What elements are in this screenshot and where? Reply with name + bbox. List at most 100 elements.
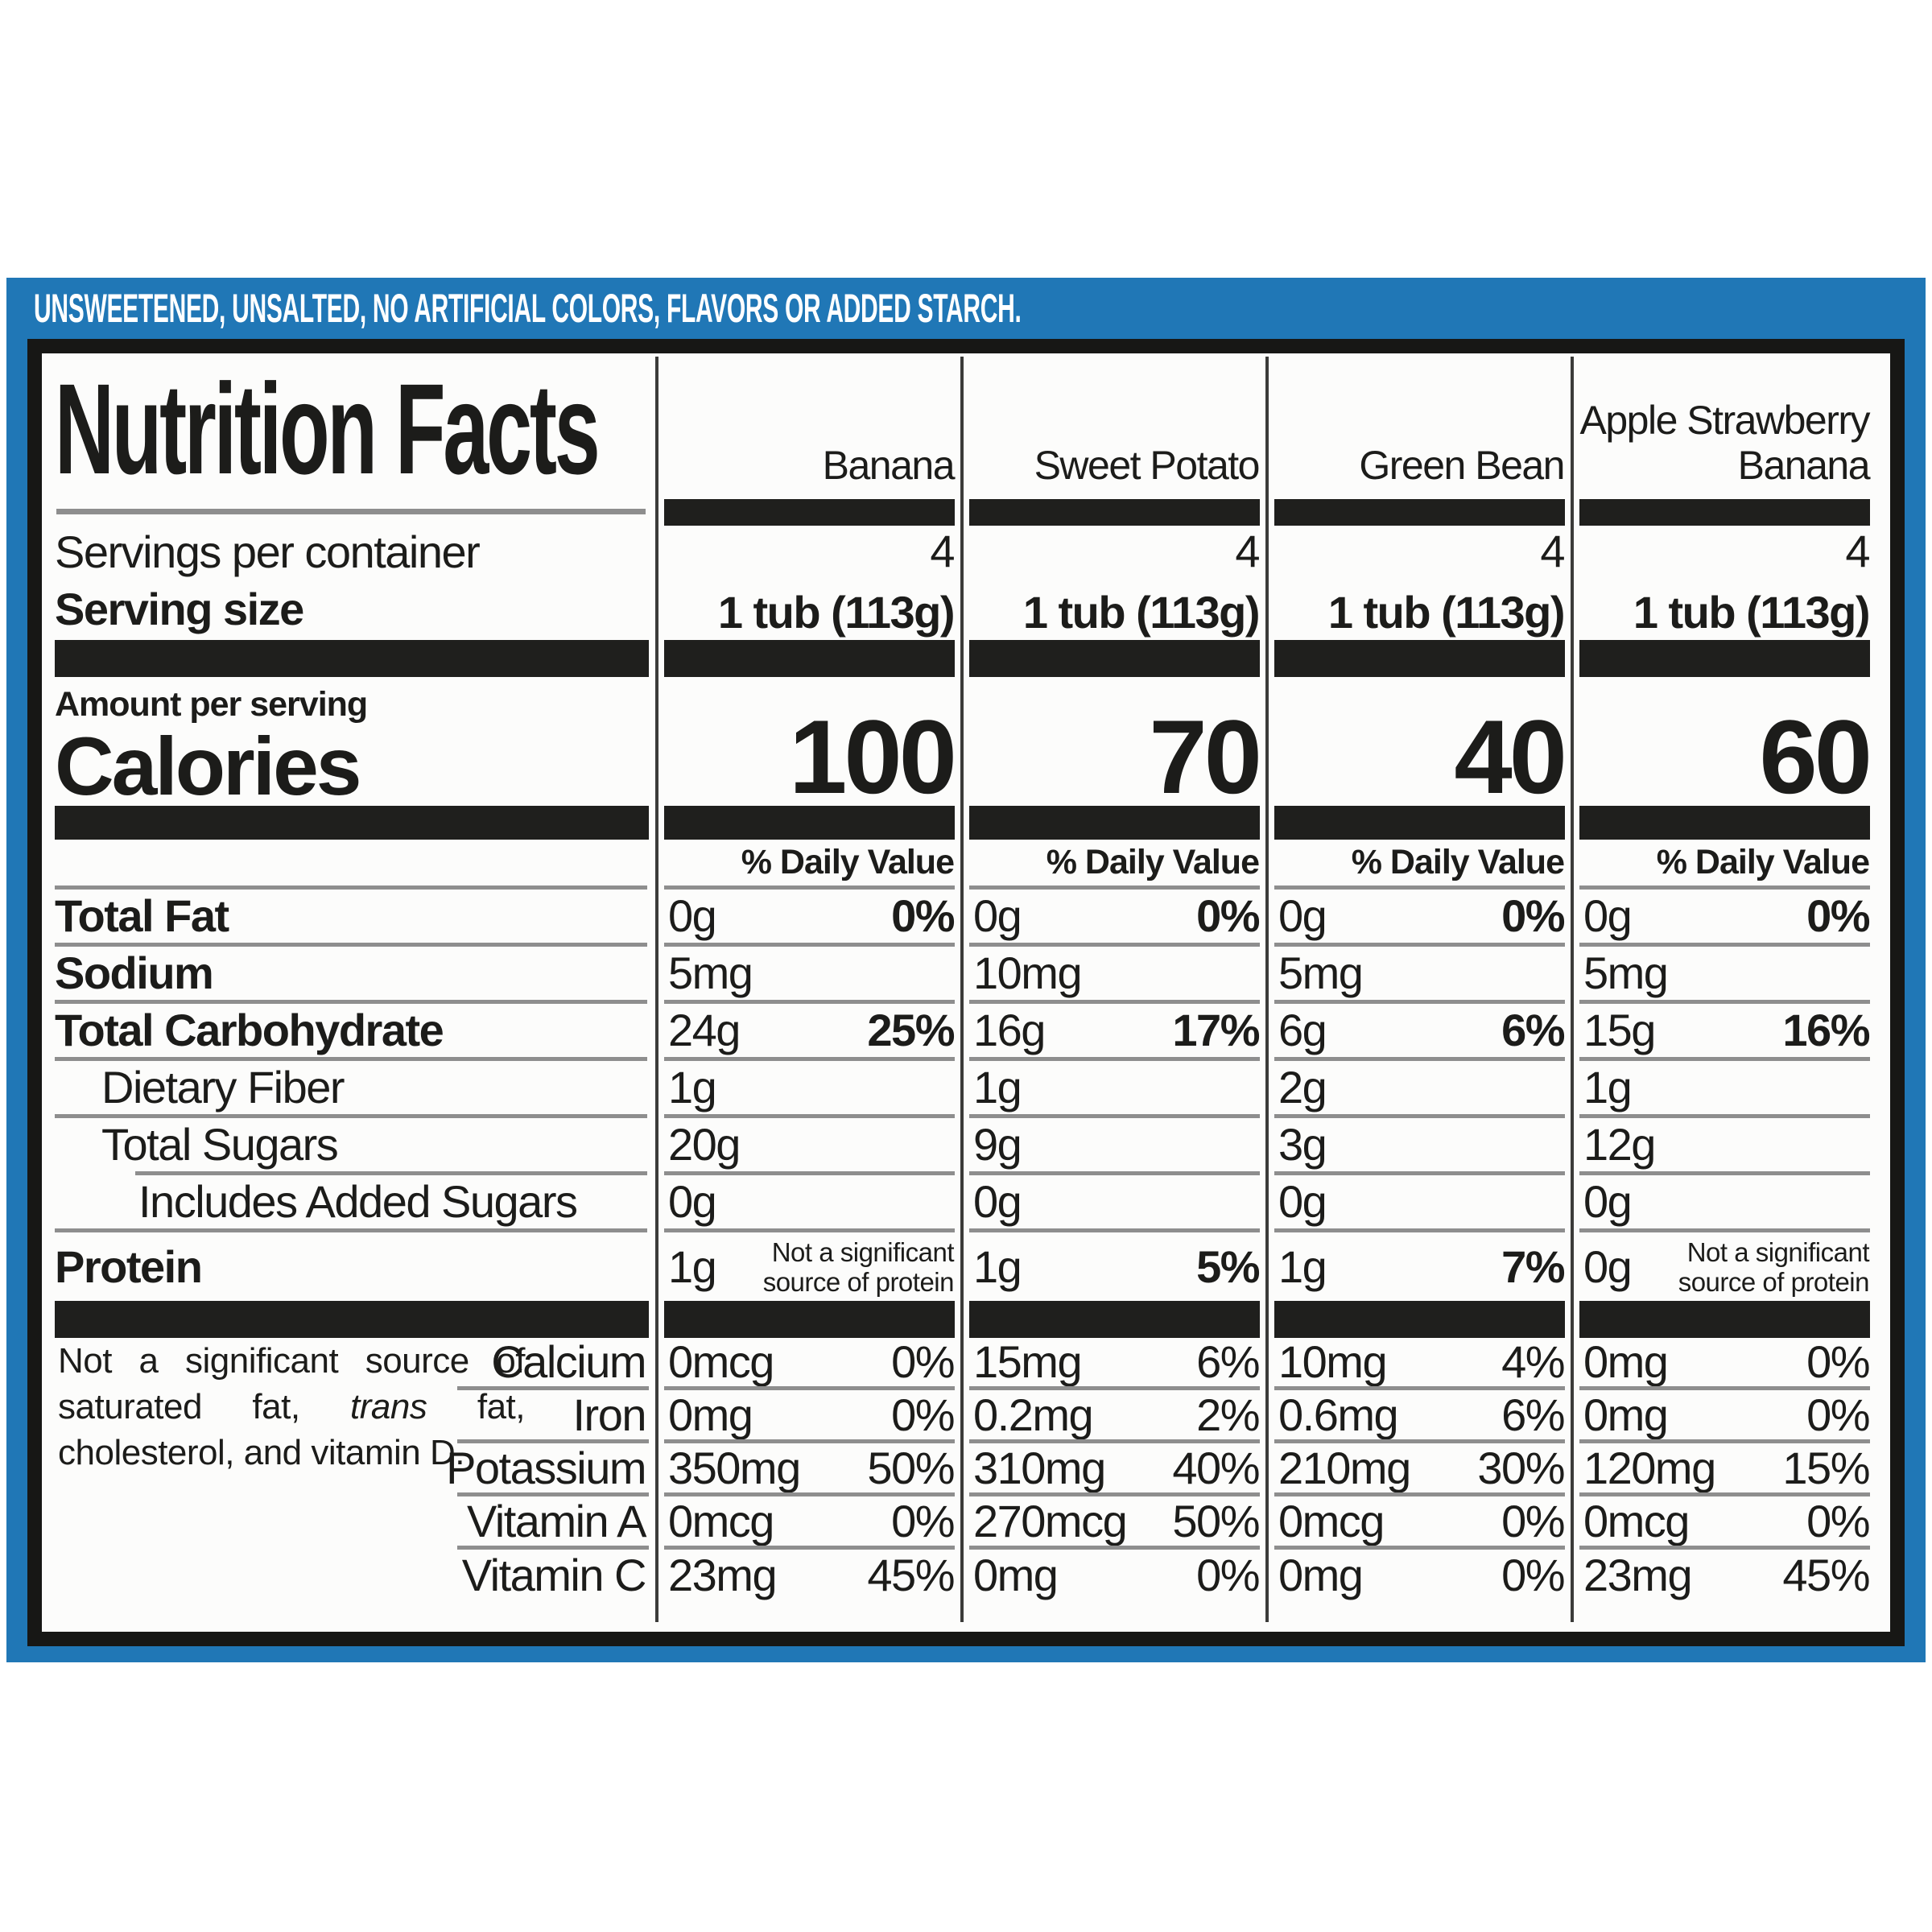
nutrient-label-includes-added-sugars: Includes Added Sugars — [138, 1176, 578, 1227]
daily-value: 7% — [1501, 1241, 1565, 1292]
daily-value: 30% — [1477, 1442, 1565, 1493]
nutrient-divider-4-label-line — [55, 1170, 657, 1176]
calories-value-banana: 100 — [789, 697, 957, 815]
nutrient-divider-1-line-banana — [657, 999, 962, 1005]
nutrient-label-sodium: Sodium — [55, 947, 214, 998]
hairline — [664, 1114, 955, 1118]
mineral-value-calcium-sweet-potato: 15mg 6% — [962, 1338, 1267, 1385]
hairline — [55, 1114, 647, 1118]
daily-value: 0% — [1196, 890, 1260, 941]
daily-value: 0% — [1806, 1389, 1870, 1440]
column-header-green-bean: Green Bean — [1267, 365, 1572, 526]
daily-value: 45% — [1782, 1550, 1870, 1600]
mineral-divider-3-line-green-bean — [1267, 1545, 1572, 1550]
hairline — [1274, 1439, 1565, 1443]
black-bar — [1579, 806, 1870, 840]
nutrient-value-protein-apple-strawberry-banana: 0g Not a significant source of protein — [1572, 1233, 1877, 1301]
nutrient-divider-4-line-sweet-potato — [962, 1170, 1267, 1176]
hairline — [55, 1228, 647, 1232]
mineral-row-iron: Iron 0mg 0% 0.2mg 2% 0.6mg 6% 0mg 0% — [55, 1391, 1877, 1439]
daily-value: 0% — [1501, 1495, 1565, 1546]
separator-2-bar-green-bean — [1267, 806, 1572, 840]
mineral-value-potassium-banana: 350mg 50% — [657, 1444, 962, 1492]
amount: 0mg — [1583, 1389, 1669, 1440]
nutrient-row-includes-added-sugars: Includes Added Sugars 0g 0g 0g 0g — [55, 1176, 1877, 1228]
hairline — [1274, 1492, 1565, 1496]
daily-value: 0% — [1501, 890, 1565, 941]
black-bar — [1274, 806, 1565, 840]
black-bar — [969, 1301, 1260, 1338]
amount: 0g — [1583, 1176, 1633, 1227]
separator-2-label-bar — [55, 806, 657, 840]
amount: 1g — [668, 1062, 717, 1113]
nutrient-value-total-fat-green-bean: 0g 0% — [1267, 890, 1572, 942]
hairline — [664, 1171, 955, 1175]
amount: 1g — [668, 1241, 717, 1292]
amount: 0g — [1278, 1176, 1327, 1227]
mineral-divider-0-line-banana — [657, 1385, 962, 1391]
dv-underline-line-banana — [657, 885, 962, 890]
mineral-divider-1-label-line — [55, 1439, 657, 1444]
hairline — [1579, 1386, 1870, 1390]
hairline — [664, 1439, 955, 1443]
nutrient-value-total-fat-sweet-potato: 0g 0% — [962, 890, 1267, 942]
daily-value: 16% — [1782, 1005, 1870, 1055]
hairline — [457, 1546, 649, 1550]
nutrient-label-total-sugars: Total Sugars — [101, 1119, 339, 1170]
mineral-divider-2-line-apple-strawberry-banana — [1572, 1492, 1877, 1497]
daily-value: 2% — [1196, 1389, 1260, 1440]
daily-value: 40% — [1172, 1442, 1260, 1493]
hairline — [1579, 1492, 1870, 1496]
nutrient-divider-0-line-green-bean — [1267, 942, 1572, 947]
nutrient-row-protein: Protein 1g Not a significant source of pro… — [55, 1233, 1877, 1301]
mineral-divider-3-line-sweet-potato — [962, 1545, 1267, 1550]
hairline — [664, 1386, 955, 1390]
footnote: Not a significant source of saturated fa… — [58, 1338, 526, 1476]
mineral-value-potassium-apple-strawberry-banana: 120mg 15% — [1572, 1444, 1877, 1492]
nutrient-value-includes-added-sugars-sweet-potato: 0g — [962, 1176, 1267, 1228]
amount: 0g — [1278, 890, 1327, 941]
nutrient-value-dietary-fiber-green-bean: 2g — [1267, 1062, 1572, 1113]
protein-note: Not a significant source of protein — [762, 1237, 955, 1297]
mineral-divider-0-line-sweet-potato — [962, 1385, 1267, 1391]
black-bar — [664, 640, 955, 677]
hairline — [1579, 1000, 1870, 1004]
daily-value: 6% — [1501, 1389, 1565, 1440]
nutrient-value-includes-added-sugars-green-bean: 0g — [1267, 1176, 1572, 1228]
amount: 0g — [1583, 1241, 1633, 1292]
servings-value-green-bean: 4 — [1540, 526, 1565, 576]
nutrient-divider-0-line-banana — [657, 942, 962, 947]
amount-per-serving-label: Amount per serving — [55, 685, 368, 724]
black-bar — [969, 640, 1260, 677]
hairline — [1274, 1057, 1565, 1061]
serving-size-row: Serving size 1 tub (113g) 1 tub (113g) 1 tu… — [55, 579, 1877, 640]
hairline — [969, 1386, 1260, 1390]
mineral-value-vitamin-c-sweet-potato: 0mg 0% — [962, 1550, 1267, 1600]
separator-3-bar-banana — [657, 1301, 962, 1338]
daily-value: 0% — [1501, 1550, 1565, 1600]
daily-value-header-banana: % Daily Value — [741, 843, 955, 881]
separator-1-bar-sweet-potato — [962, 640, 1267, 677]
black-bar — [1579, 640, 1870, 677]
hairline — [969, 1439, 1260, 1443]
serving-size-value-apple-strawberry-banana: 1 tub (113g) — [1633, 587, 1871, 638]
nutrient-value-total-fat-banana: 0g 0% — [657, 890, 962, 942]
amount: 15g — [1583, 1005, 1656, 1055]
hairline — [1579, 1114, 1870, 1118]
mineral-value-vitamin-c-banana: 23mg 45% — [657, 1550, 962, 1600]
hairline — [55, 886, 647, 890]
separator-1 — [55, 640, 1877, 677]
daily-value-row: % Daily Value % Daily Value % Daily Value%… — [55, 840, 1877, 885]
nutrient-divider-2 — [55, 1056, 1877, 1062]
hairline — [457, 1439, 649, 1443]
dv-underline-line-apple-strawberry-banana — [1572, 885, 1877, 890]
mineral-divider-0-label-line — [55, 1385, 657, 1391]
nutrient-divider-3-line-sweet-potato — [962, 1113, 1267, 1119]
mineral-value-iron-green-bean: 0.6mg 6% — [1267, 1391, 1572, 1439]
column-name: Sweet Potato — [1034, 443, 1261, 488]
servings-label: Servings per container — [55, 526, 481, 577]
daily-value: 0% — [1806, 1495, 1870, 1546]
nutrient-value-sodium-banana: 5mg — [657, 947, 962, 999]
column-name: Green Bean — [1359, 443, 1565, 488]
